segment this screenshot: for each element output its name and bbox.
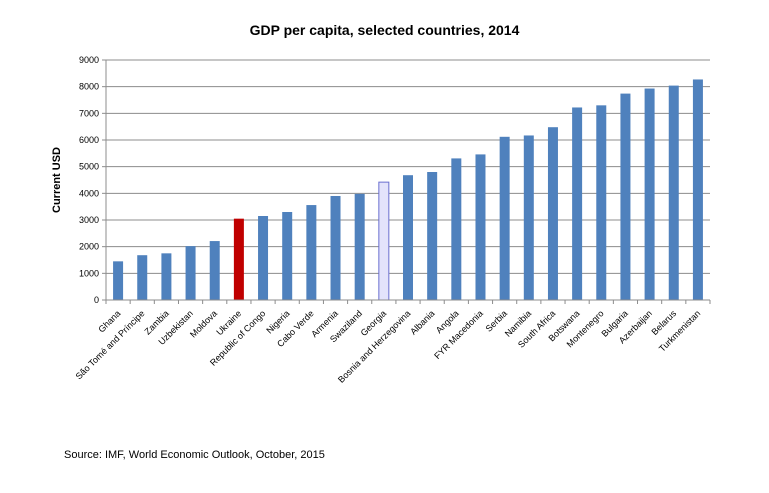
bar-nigeria [282,212,293,300]
y-tick-label: 2000 [79,242,99,252]
axes [102,59,711,304]
bar-montenegro [596,105,607,300]
bar-zambia [161,253,172,300]
y-tick-label: 5000 [79,162,99,172]
bar-georgia [378,181,390,301]
bar-armenia [330,196,341,300]
bar-ukraine [233,218,244,300]
bar-namibia [523,135,534,300]
bar-belarus [668,85,679,300]
y-tick-label: 9000 [79,55,99,65]
bar-s-o-tom-and-pr-ncipe [137,255,148,300]
bar-cabo-verde [306,205,317,300]
bar-ghana [113,261,124,300]
bar-republic-of-congo [258,216,269,300]
bar-moldova [209,241,220,300]
chart-title: GDP per capita, selected countries, 2014 [249,22,520,38]
y-tick-label: 1000 [79,268,99,278]
bar-botswana [572,107,583,300]
bar-south-africa [547,127,558,300]
y-tick-label: 6000 [79,135,99,145]
bar-bulgaria [620,93,631,300]
bar-serbia [499,136,510,300]
x-category-label: Moldova [188,308,219,339]
source-note: Source: IMF, World Economic Outlook, Oct… [64,449,325,461]
bar-albania [427,172,438,300]
bar-uzbekistan [185,246,196,300]
bar-angola [451,158,462,300]
bar-fyr-macedonia [475,154,486,300]
y-tick-label: 7000 [79,108,99,118]
y-tick-label: 3000 [79,215,99,225]
y-tick-label: 0 [94,295,99,305]
bar-turkmenistan [692,79,703,300]
bar-bosnia-and-herzegovina [403,175,413,300]
y-axis-label: Current USD [51,147,63,213]
y-tick-label: 4000 [79,188,99,198]
y-tick-labels: 0 1000 2000 3000 4000 5000 6000 7000 8000 9000 [79,55,99,305]
bars [113,79,703,301]
bar-azerbaijan [644,88,655,301]
y-tick-label: 8000 [79,82,99,92]
bar-swaziland [354,193,365,300]
x-category-label: Albania [408,308,436,336]
